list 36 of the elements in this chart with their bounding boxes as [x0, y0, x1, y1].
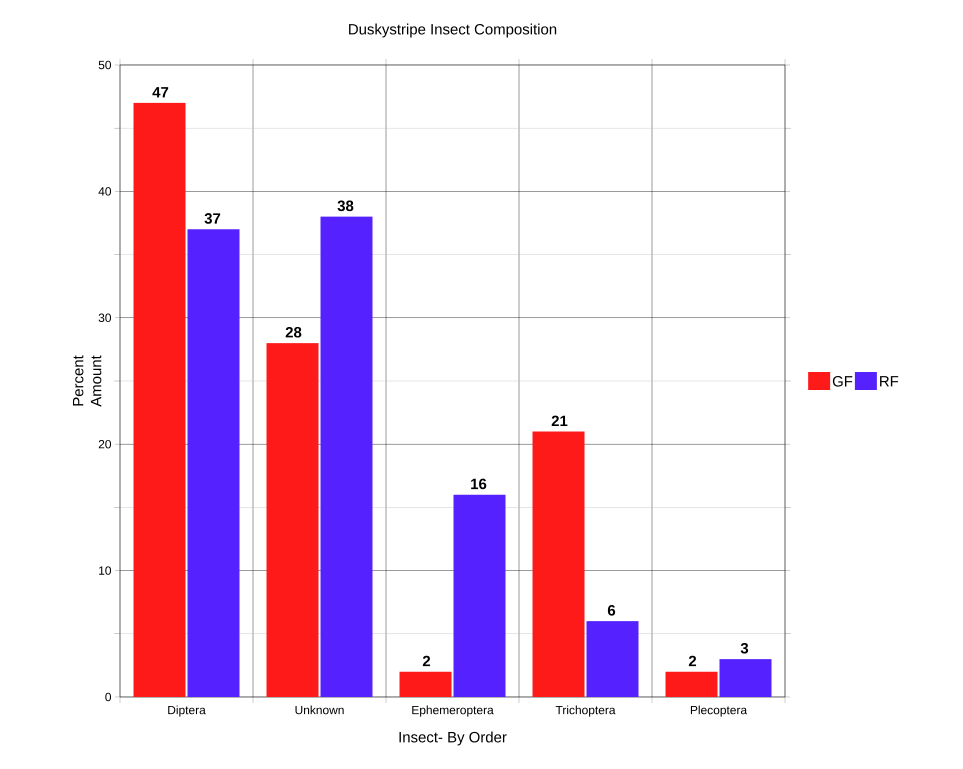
- data-label: 37: [204, 213, 220, 224]
- bar: [188, 229, 240, 697]
- legend-label: GF: [832, 376, 852, 387]
- data-label: 28: [286, 326, 302, 338]
- bar: [266, 343, 319, 697]
- x-tick-label: Plecoptera: [690, 706, 748, 717]
- data-label: 38: [338, 200, 354, 212]
- bar: [720, 659, 772, 697]
- data-label: 47: [152, 87, 168, 98]
- data-label: 2: [422, 656, 430, 666]
- y-tick-label: 20: [98, 440, 112, 448]
- bar: [400, 672, 452, 697]
- x-tick-label: Unknown: [296, 706, 344, 714]
- y-axis-title: Percent Amount: [72, 355, 102, 407]
- y-tick-label: 10: [99, 566, 112, 575]
- y-tick-label: 0: [105, 692, 112, 702]
- chart-title: Duskystripe Insect Composition: [349, 24, 556, 38]
- y-tick-label: 50: [98, 60, 112, 70]
- bar: [532, 432, 585, 697]
- bar: [134, 102, 186, 697]
- data-label: 2: [688, 656, 696, 666]
- bar: [454, 494, 506, 697]
- data-label: 16: [471, 478, 486, 490]
- bar: [320, 216, 373, 697]
- data-label: 3: [740, 642, 748, 654]
- data-label: 21: [552, 416, 568, 426]
- bar: [586, 621, 639, 697]
- x-tick-label: Ephemeroptera: [412, 706, 494, 717]
- data-label: 6: [608, 605, 616, 616]
- bar: [666, 672, 718, 697]
- legend-label: RF: [880, 376, 898, 386]
- y-tick-label: 30: [98, 314, 112, 322]
- x-axis-title: Insect- By Order: [399, 731, 507, 746]
- x-tick-label: Trichoptera: [556, 706, 616, 717]
- x-tick-label: Diptera: [168, 706, 206, 717]
- y-tick-label: 40: [98, 187, 112, 196]
